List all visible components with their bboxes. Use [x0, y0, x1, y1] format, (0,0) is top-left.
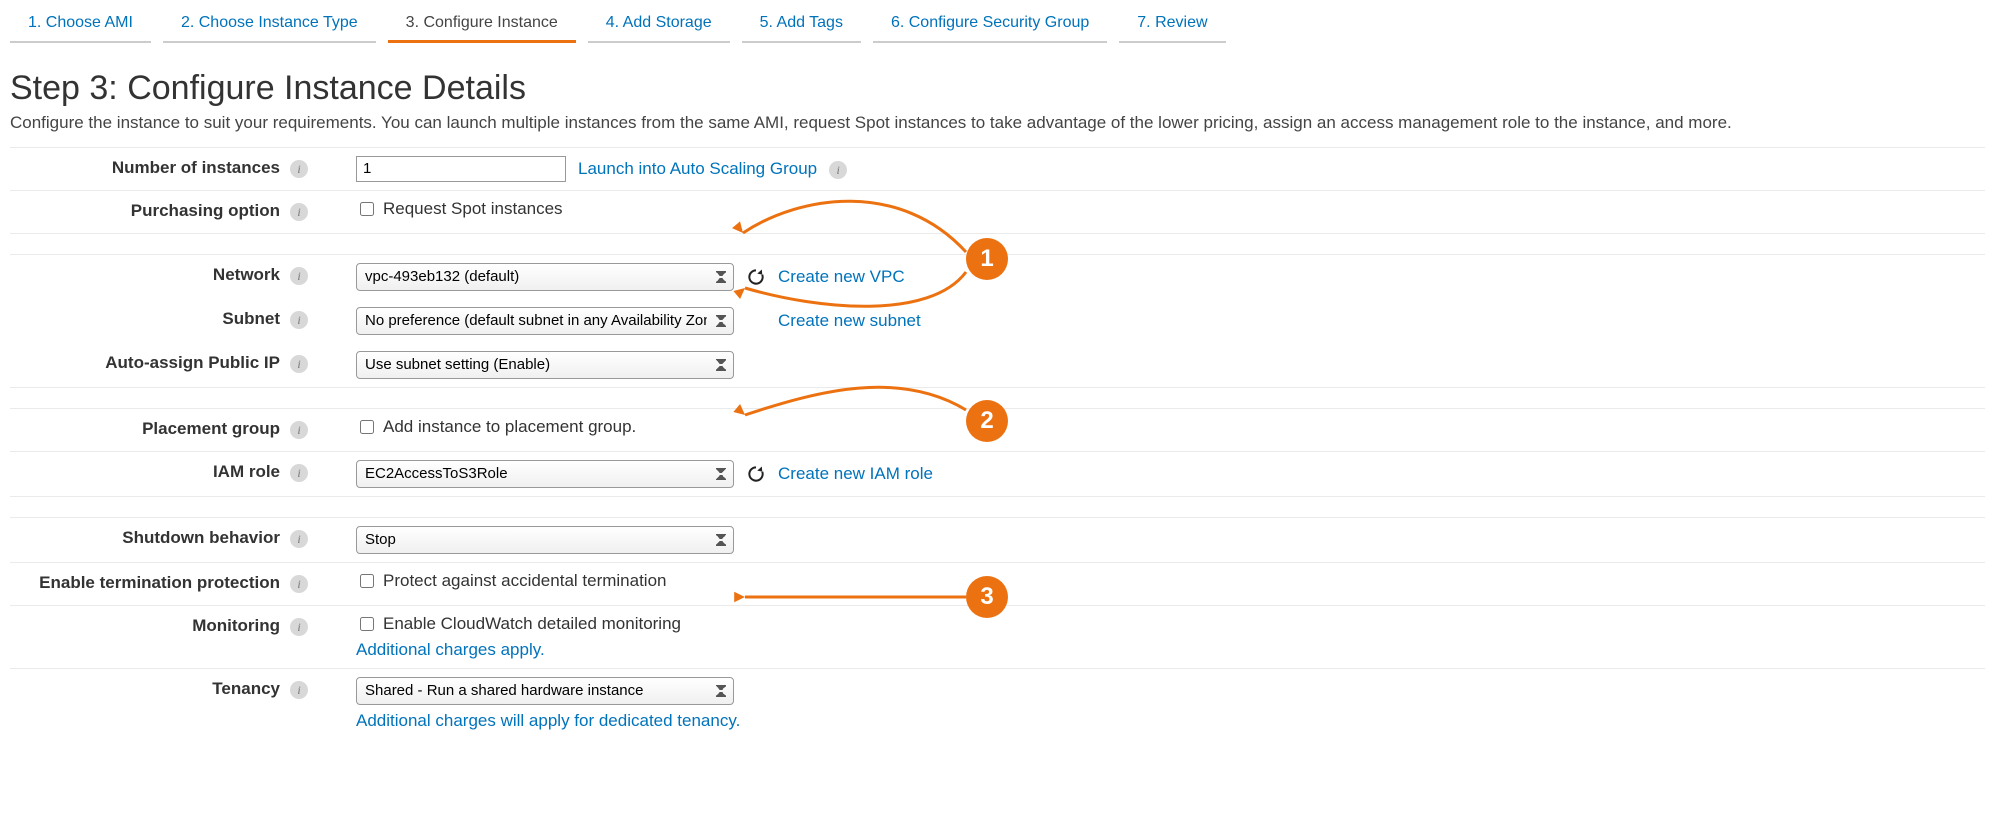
- info-icon[interactable]: i: [290, 311, 308, 329]
- configure-form: Number of instances i Launch into Auto S…: [10, 147, 1985, 739]
- termination-protection-checkbox-input[interactable]: [360, 574, 374, 588]
- info-icon[interactable]: i: [290, 464, 308, 482]
- wizard-steps: 1. Choose AMI 2. Choose Instance Type 3. C…: [10, 8, 1985, 43]
- shutdown-behavior-select[interactable]: Stop: [356, 526, 734, 554]
- wizard-step-4[interactable]: 4. Add Storage: [588, 8, 730, 43]
- page-title: Step 3: Configure Instance Details: [10, 69, 1985, 108]
- tenancy-charges-link[interactable]: Additional charges will apply for dedica…: [356, 711, 740, 731]
- create-subnet-link[interactable]: Create new subnet: [778, 311, 921, 331]
- termination-protection-checkbox-label: Protect against accidental termination: [383, 571, 667, 591]
- placement-group-checkbox-input[interactable]: [360, 420, 374, 434]
- placement-group-checkbox[interactable]: Add instance to placement group.: [356, 417, 636, 437]
- info-icon[interactable]: i: [290, 355, 308, 373]
- info-icon[interactable]: i: [290, 160, 308, 178]
- wizard-step-1[interactable]: 1. Choose AMI: [10, 8, 151, 43]
- network-label: Network: [213, 265, 280, 285]
- request-spot-checkbox[interactable]: Request Spot instances: [356, 199, 563, 219]
- refresh-icon[interactable]: [746, 464, 766, 484]
- termination-protection-label: Enable termination protection: [39, 573, 280, 593]
- number-of-instances-label: Number of instances: [112, 158, 280, 178]
- network-select[interactable]: vpc-493eb132 (default): [356, 263, 734, 291]
- placement-group-checkbox-label: Add instance to placement group.: [383, 417, 636, 437]
- monitoring-checkbox-input[interactable]: [360, 617, 374, 631]
- monitoring-charges-link[interactable]: Additional charges apply.: [356, 640, 545, 660]
- info-icon[interactable]: i: [290, 618, 308, 636]
- info-icon[interactable]: i: [290, 203, 308, 221]
- info-icon[interactable]: i: [290, 530, 308, 548]
- subnet-label: Subnet: [222, 309, 280, 329]
- monitoring-checkbox-label: Enable CloudWatch detailed monitoring: [383, 614, 681, 634]
- placement-group-label: Placement group: [142, 419, 280, 439]
- auto-assign-ip-select[interactable]: Use subnet setting (Enable): [356, 351, 734, 379]
- iam-role-select[interactable]: EC2AccessToS3Role: [356, 460, 734, 488]
- purchasing-option-label: Purchasing option: [131, 201, 280, 221]
- info-icon[interactable]: i: [290, 421, 308, 439]
- monitoring-label: Monitoring: [192, 616, 280, 636]
- request-spot-checkbox-input[interactable]: [360, 202, 374, 216]
- create-vpc-link[interactable]: Create new VPC: [778, 267, 905, 287]
- wizard-step-5[interactable]: 5. Add Tags: [742, 8, 861, 43]
- iam-role-label: IAM role: [213, 462, 280, 482]
- auto-assign-ip-label: Auto-assign Public IP: [105, 353, 280, 373]
- shutdown-behavior-label: Shutdown behavior: [122, 528, 280, 548]
- wizard-step-7[interactable]: 7. Review: [1119, 8, 1225, 43]
- number-of-instances-input[interactable]: [356, 156, 566, 182]
- info-icon[interactable]: i: [290, 681, 308, 699]
- info-icon[interactable]: i: [829, 161, 847, 179]
- info-icon[interactable]: i: [290, 267, 308, 285]
- termination-protection-checkbox[interactable]: Protect against accidental termination: [356, 571, 667, 591]
- launch-asg-link[interactable]: Launch into Auto Scaling Group: [578, 159, 817, 179]
- wizard-step-2[interactable]: 2. Choose Instance Type: [163, 8, 376, 43]
- monitoring-checkbox[interactable]: Enable CloudWatch detailed monitoring: [356, 614, 681, 634]
- tenancy-label: Tenancy: [212, 679, 280, 699]
- subnet-select[interactable]: No preference (default subnet in any Ava…: [356, 307, 734, 335]
- page-subheading: Configure the instance to suit your requ…: [10, 112, 1985, 135]
- wizard-step-6[interactable]: 6. Configure Security Group: [873, 8, 1107, 43]
- create-iam-role-link[interactable]: Create new IAM role: [778, 464, 933, 484]
- refresh-icon[interactable]: [746, 267, 766, 287]
- request-spot-checkbox-label: Request Spot instances: [383, 199, 563, 219]
- info-icon[interactable]: i: [290, 575, 308, 593]
- wizard-step-3[interactable]: 3. Configure Instance: [388, 8, 576, 43]
- tenancy-select[interactable]: Shared - Run a shared hardware instance: [356, 677, 734, 705]
